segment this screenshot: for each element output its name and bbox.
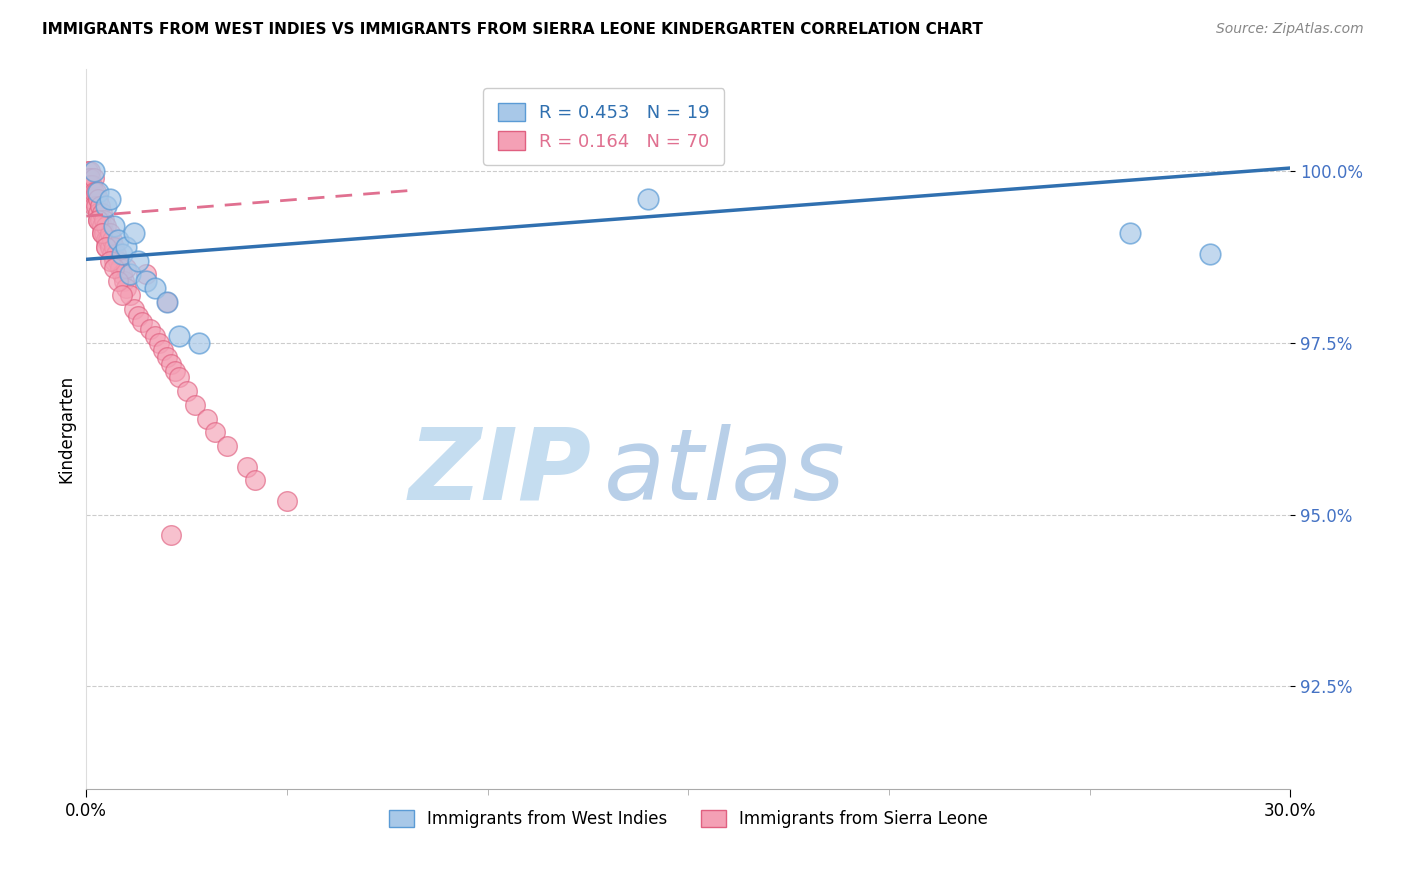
Point bbox=[96, 240, 118, 254]
Point bbox=[98, 192, 121, 206]
Point bbox=[143, 281, 166, 295]
Point bbox=[105, 247, 128, 261]
Point bbox=[86, 185, 108, 199]
Point bbox=[77, 164, 100, 178]
Point bbox=[131, 316, 153, 330]
Point bbox=[163, 363, 186, 377]
Point bbox=[135, 268, 157, 282]
Point bbox=[87, 192, 110, 206]
Point bbox=[1118, 226, 1140, 240]
Point bbox=[83, 185, 105, 199]
Y-axis label: Kindergarten: Kindergarten bbox=[58, 375, 75, 483]
Point bbox=[135, 274, 157, 288]
Point bbox=[89, 199, 111, 213]
Point bbox=[91, 226, 114, 240]
Point bbox=[111, 247, 134, 261]
Point bbox=[187, 336, 209, 351]
Point bbox=[79, 178, 101, 193]
Point bbox=[83, 164, 105, 178]
Point bbox=[115, 260, 138, 275]
Point bbox=[101, 247, 124, 261]
Point bbox=[98, 226, 121, 240]
Point bbox=[86, 199, 108, 213]
Point bbox=[120, 268, 142, 282]
Legend: Immigrants from West Indies, Immigrants from Sierra Leone: Immigrants from West Indies, Immigrants … bbox=[382, 804, 994, 835]
Point bbox=[89, 212, 111, 227]
Text: IMMIGRANTS FROM WEST INDIES VS IMMIGRANTS FROM SIERRA LEONE KINDERGARTEN CORRELA: IMMIGRANTS FROM WEST INDIES VS IMMIGRANT… bbox=[42, 22, 983, 37]
Point bbox=[167, 329, 190, 343]
Point bbox=[107, 233, 129, 247]
Point bbox=[1199, 247, 1222, 261]
Point bbox=[96, 240, 118, 254]
Point bbox=[87, 212, 110, 227]
Point bbox=[159, 357, 181, 371]
Point bbox=[124, 226, 146, 240]
Point bbox=[87, 185, 110, 199]
Point bbox=[167, 370, 190, 384]
Point bbox=[91, 226, 114, 240]
Point bbox=[152, 343, 174, 357]
Point bbox=[91, 219, 114, 234]
Point bbox=[120, 288, 142, 302]
Point bbox=[127, 253, 149, 268]
Point bbox=[79, 185, 101, 199]
Point bbox=[107, 274, 129, 288]
Point bbox=[155, 294, 177, 309]
Point bbox=[195, 411, 218, 425]
Point bbox=[96, 219, 118, 234]
Point bbox=[115, 281, 138, 295]
Point bbox=[243, 474, 266, 488]
Point bbox=[139, 322, 162, 336]
Point bbox=[77, 171, 100, 186]
Point bbox=[103, 219, 125, 234]
Point bbox=[96, 233, 118, 247]
Text: Source: ZipAtlas.com: Source: ZipAtlas.com bbox=[1216, 22, 1364, 37]
Point bbox=[124, 301, 146, 316]
Point bbox=[83, 171, 105, 186]
Point bbox=[79, 164, 101, 178]
Point bbox=[87, 205, 110, 219]
Point bbox=[93, 226, 115, 240]
Point bbox=[110, 260, 132, 275]
Point bbox=[215, 439, 238, 453]
Point bbox=[155, 294, 177, 309]
Point bbox=[204, 425, 226, 440]
Point bbox=[111, 288, 134, 302]
Point bbox=[107, 253, 129, 268]
Point bbox=[111, 268, 134, 282]
Point bbox=[127, 309, 149, 323]
Point bbox=[276, 494, 298, 508]
Point bbox=[143, 329, 166, 343]
Point bbox=[96, 199, 118, 213]
Point bbox=[82, 178, 104, 193]
Point bbox=[93, 212, 115, 227]
Point bbox=[82, 192, 104, 206]
Point bbox=[103, 253, 125, 268]
Point bbox=[103, 260, 125, 275]
Text: atlas: atlas bbox=[605, 424, 845, 521]
Point bbox=[101, 233, 124, 247]
Point bbox=[87, 212, 110, 227]
Point bbox=[98, 240, 121, 254]
Point bbox=[236, 459, 259, 474]
Point bbox=[115, 240, 138, 254]
Point bbox=[97, 233, 120, 247]
Point bbox=[155, 350, 177, 364]
Point bbox=[183, 398, 205, 412]
Point bbox=[176, 384, 198, 398]
Point bbox=[98, 253, 121, 268]
Point bbox=[148, 336, 170, 351]
Point bbox=[103, 240, 125, 254]
Point bbox=[91, 205, 114, 219]
Point bbox=[637, 192, 659, 206]
Point bbox=[112, 274, 135, 288]
Point bbox=[83, 199, 105, 213]
Text: ZIP: ZIP bbox=[409, 424, 592, 521]
Point bbox=[79, 171, 101, 186]
Point bbox=[159, 528, 181, 542]
